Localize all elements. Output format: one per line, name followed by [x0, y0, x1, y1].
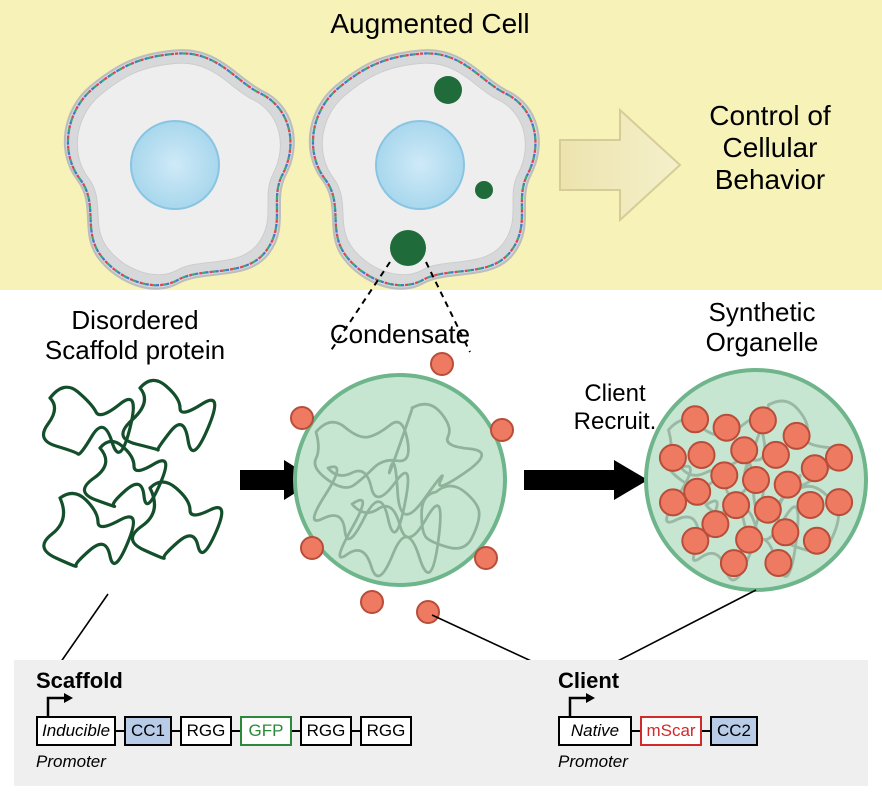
arrow-1: [240, 460, 316, 500]
gene-box-rgg1: RGG: [180, 716, 232, 746]
synth-organelle-label: Synthetic Organelle: [672, 298, 852, 358]
client-recruit-label: Client Recruit.: [560, 380, 670, 435]
promoter-box: Inducible: [36, 716, 116, 746]
control-label: Control of Cellular Behavior: [670, 100, 870, 197]
gene-box-mscar: mScar: [640, 716, 702, 746]
client-promoter-sub: Promoter: [558, 752, 628, 772]
lead-line: [432, 615, 542, 666]
gene-box-rgg2: RGG: [300, 716, 352, 746]
lead-line: [58, 594, 108, 666]
augmented-cell-label: Augmented Cell: [280, 8, 580, 40]
client-construct-label: Client: [558, 668, 619, 694]
disordered-scaffold-label: Disordered Scaffold protein: [20, 306, 250, 366]
lead-line: [608, 590, 756, 666]
gene-box-cc1: CC1: [124, 716, 172, 746]
gene-box-cc2: CC2: [710, 716, 758, 746]
scaffold-promoter-sub: Promoter: [36, 752, 106, 772]
condensate-circle: [295, 375, 505, 585]
promoter-arrow-icon: [44, 692, 74, 718]
arrow-2: [524, 460, 648, 500]
promoter-arrow-icon: [566, 692, 596, 718]
gene-box-gfp: GFP: [240, 716, 292, 746]
synth-organelle: [646, 370, 866, 590]
construct-panel: Scaffold Inducible CC1 RGG GFP RGG RGG Promot…: [14, 660, 868, 786]
condensate-label: Condensate: [320, 320, 480, 350]
clients-around: [291, 353, 513, 623]
squiggle-cluster: [44, 380, 222, 566]
gene-box-rgg3: RGG: [360, 716, 412, 746]
scaffold-construct-label: Scaffold: [36, 668, 123, 694]
promoter-box: Native: [558, 716, 632, 746]
